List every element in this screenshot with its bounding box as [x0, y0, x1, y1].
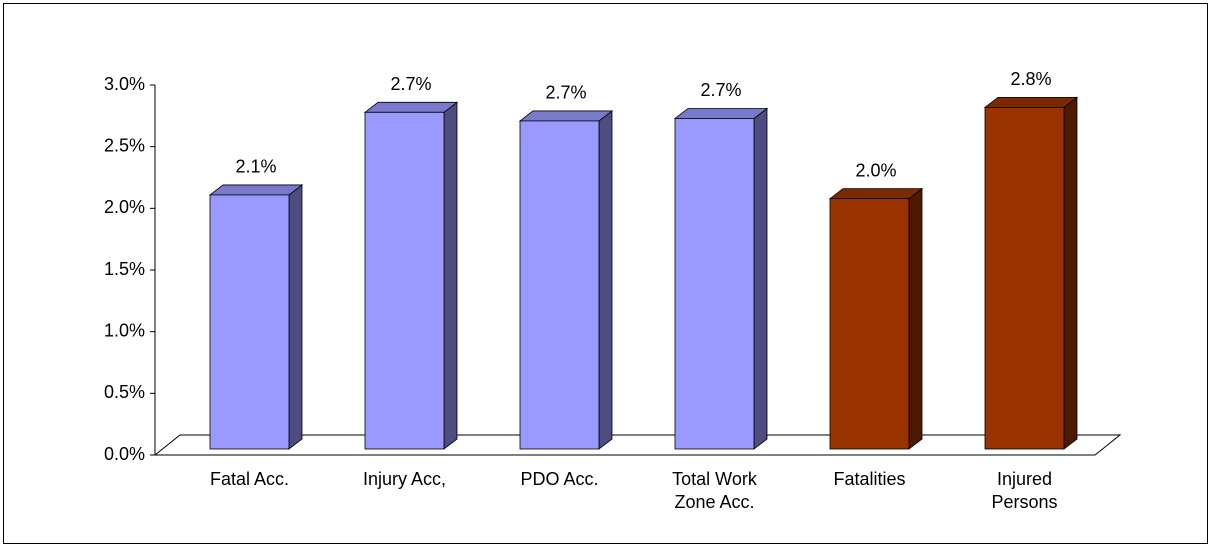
- bar-side: [443, 101, 458, 450]
- floor: [153, 434, 1122, 456]
- x-tick-label: Total Work Zone Acc.: [672, 469, 757, 512]
- y-tick-label: 0.5%: [104, 382, 145, 402]
- x-tick-label: Fatal Acc.: [209, 469, 290, 489]
- x-tick-label: Injury Acc,: [362, 469, 447, 489]
- bar-top: [983, 96, 1079, 108]
- bar-top: [518, 110, 614, 122]
- bar-side: [288, 184, 303, 450]
- value-label: 2.7%: [700, 80, 741, 100]
- value-label: 2.7%: [545, 83, 586, 103]
- x-tick-label: Injured Persons: [991, 469, 1058, 512]
- y-tick-label: 1.0%: [104, 320, 145, 340]
- bar: [209, 194, 290, 450]
- y-tick-label: 3.0%: [104, 74, 145, 94]
- y-tick-label: 2.5%: [104, 135, 145, 155]
- bar: [674, 118, 755, 450]
- bar-side: [908, 187, 923, 450]
- value-label: 2.7%: [390, 74, 431, 94]
- bar-side: [753, 107, 768, 450]
- bar-top: [363, 101, 459, 113]
- value-label: 2.0%: [855, 160, 896, 180]
- x-tick-label: PDO Acc.: [520, 469, 599, 489]
- bar-top: [828, 188, 924, 200]
- bar-side: [598, 110, 613, 450]
- bar: [829, 198, 910, 450]
- value-label: 2.8%: [1010, 69, 1051, 89]
- y-tick-label: 2.0%: [104, 197, 145, 217]
- bar: [364, 111, 445, 450]
- bar-top: [673, 108, 769, 119]
- bar-side: [1063, 96, 1078, 450]
- x-tick-label: Fatalities: [833, 469, 906, 489]
- bar-top: [208, 184, 304, 196]
- y-tick-label: 1.5%: [104, 259, 145, 279]
- bar: [984, 106, 1065, 450]
- y-tick-label: 0.0%: [104, 444, 145, 464]
- bar: [519, 120, 600, 450]
- value-label: 2.1%: [235, 157, 276, 177]
